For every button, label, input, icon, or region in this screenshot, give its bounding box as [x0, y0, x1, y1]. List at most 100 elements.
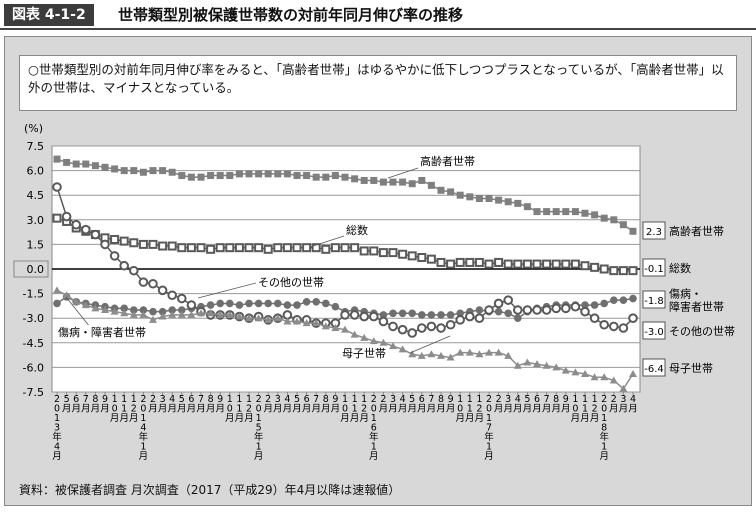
end-series-name: 総数 — [669, 261, 691, 275]
data-point — [551, 303, 562, 314]
data-point — [197, 173, 205, 181]
data-point — [340, 243, 350, 253]
data-point — [235, 301, 244, 309]
annotation-bg — [257, 275, 328, 289]
data-point — [398, 249, 408, 259]
data-point — [350, 330, 359, 338]
data-point — [168, 310, 177, 318]
data-point — [389, 309, 397, 318]
data-point — [513, 361, 522, 369]
data-point — [609, 266, 619, 276]
data-point — [389, 342, 397, 350]
data-point — [619, 221, 627, 229]
data-point — [303, 172, 311, 180]
data-point — [589, 313, 600, 324]
annotation-leader — [409, 335, 451, 354]
data-point — [312, 319, 321, 327]
end-value-label: -6.4 — [644, 364, 664, 375]
data-point — [561, 303, 571, 314]
data-point — [235, 312, 244, 320]
data-point — [302, 319, 311, 327]
data-point — [138, 277, 149, 287]
end-value-box — [642, 221, 666, 240]
data-point — [465, 311, 475, 322]
data-point — [234, 243, 244, 253]
data-point — [302, 243, 312, 253]
data-point — [311, 243, 321, 253]
end-value-box — [642, 358, 666, 377]
data-point — [398, 345, 407, 353]
data-point — [388, 321, 398, 332]
data-point — [484, 305, 494, 315]
data-point — [148, 278, 158, 289]
data-point — [542, 259, 552, 269]
data-point — [119, 236, 129, 246]
data-point — [523, 358, 532, 366]
data-point — [485, 194, 493, 202]
annotation-leader — [387, 167, 419, 179]
data-point — [283, 301, 292, 309]
data-point — [580, 261, 590, 271]
data-point — [350, 243, 360, 253]
data-point — [503, 259, 513, 269]
data-point — [370, 176, 378, 184]
y-tick-label: -3.0 — [23, 312, 44, 325]
data-point — [130, 306, 138, 314]
data-point — [167, 290, 177, 301]
data-point — [206, 244, 216, 254]
data-point — [254, 314, 263, 322]
data-point — [513, 259, 523, 269]
data-point — [466, 193, 474, 201]
annotation-leader — [309, 235, 345, 248]
data-point — [580, 306, 590, 317]
data-point — [581, 209, 589, 217]
data-point — [100, 239, 110, 250]
annotation-bg — [419, 154, 479, 168]
data-point — [158, 241, 168, 251]
y-tick-label: 7.5 — [27, 140, 45, 153]
figure-title: 世帯類型別被保護世帯数の対前年同月伸び率の推移 — [118, 6, 464, 24]
data-point — [628, 266, 638, 276]
data-point — [436, 257, 446, 267]
data-point — [610, 216, 618, 224]
data-point — [321, 322, 330, 330]
data-point — [561, 366, 570, 374]
data-point — [360, 176, 368, 184]
data-point — [494, 257, 504, 267]
y-axis-label: (%) — [24, 122, 43, 135]
data-point — [427, 181, 435, 189]
data-point — [571, 368, 580, 376]
end-value-label: 2.3 — [646, 227, 662, 238]
data-point — [504, 351, 513, 359]
data-point — [504, 198, 512, 206]
data-point — [331, 324, 340, 332]
data-point — [177, 310, 186, 318]
data-point — [90, 229, 101, 240]
data-point — [551, 259, 561, 269]
data-point — [389, 178, 397, 186]
data-point — [178, 306, 186, 314]
data-point — [417, 253, 427, 263]
data-point — [187, 310, 196, 318]
data-point — [255, 170, 263, 178]
data-point — [206, 301, 215, 309]
end-series-name: その他の世帯 — [669, 325, 735, 338]
